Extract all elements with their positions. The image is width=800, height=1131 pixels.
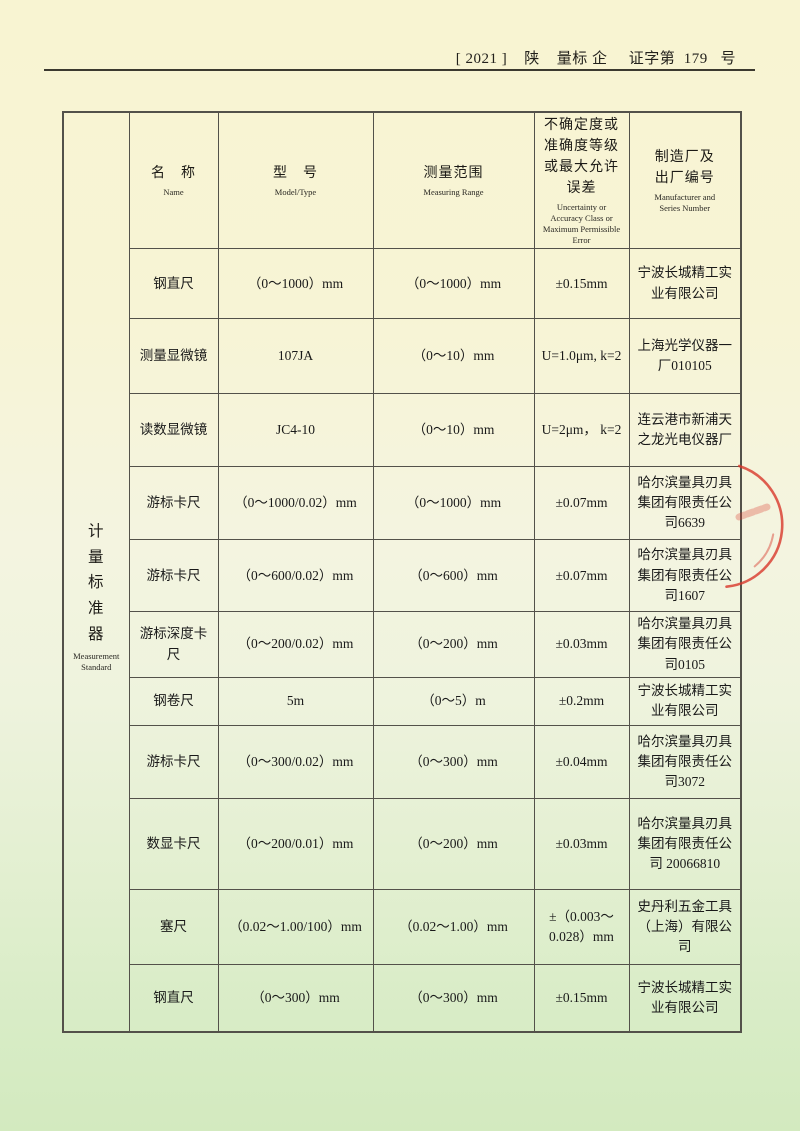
- model-cell: （0.02～1.00/100）mm: [217, 888, 374, 965]
- table-row: 钢卷尺 5m （0～5）m ±0.2mm 宁波长城精工实业有限公司: [63, 676, 742, 726]
- model-cell: （0～200/0.02）mm: [217, 611, 374, 678]
- uncertainty-cell: ±0.07mm: [533, 466, 630, 541]
- name-cell: 游标卡尺: [128, 466, 219, 541]
- table-row: 游标深度卡尺 （0～200/0.02）mm （0～200）mm ±0.03mm …: [63, 611, 742, 678]
- row-header-zh: 计量标准器: [87, 523, 105, 643]
- model-cell: （0～1000）mm: [217, 248, 374, 320]
- range-cell: （0～10）mm: [372, 393, 535, 468]
- uncertainty-cell: U=2μm， k=2: [533, 393, 630, 468]
- range-cell: （0～200）mm: [372, 797, 535, 890]
- table-row: 游标卡尺 （0～600/0.02）mm （0～600）mm ±0.07mm 哈尔…: [63, 539, 742, 613]
- table-row: 游标卡尺 （0～1000/0.02）mm （0～1000）mm ±0.07mm …: [63, 466, 742, 541]
- row-header-measurement-standard: 计量标准器 Measurement Standard: [62, 111, 130, 1033]
- manufacturer-cell: 上海光学仪器一厂010105: [628, 318, 742, 395]
- uncertainty-cell: ±0.04mm: [533, 724, 630, 799]
- table-row: 游标卡尺 （0～300/0.02）mm （0～300）mm ±0.04mm 哈尔…: [63, 724, 742, 799]
- uncertainty-cell: ±0.03mm: [533, 611, 630, 678]
- range-cell: （0～5）m: [372, 676, 535, 726]
- model-cell: （0～600/0.02）mm: [217, 539, 374, 613]
- column-header-name-en: Name: [163, 187, 184, 198]
- table-row: 数显卡尺 （0～200/0.01）mm （0～200）mm ±0.03mm 哈尔…: [63, 797, 742, 890]
- manufacturer-cell: 哈尔滨量具刃具集团有限责任公司6639: [628, 466, 742, 541]
- range-cell: （0～600）mm: [372, 539, 535, 613]
- column-header-model-zh: 型 号: [273, 166, 318, 182]
- range-cell: （0～300）mm: [372, 724, 535, 799]
- row-header-en: Measurement Standard: [73, 651, 120, 673]
- manufacturer-cell: 史丹利五金工具（上海）有限公司: [628, 888, 742, 965]
- column-header-range-zh: 测量范围: [423, 166, 484, 182]
- name-cell: 游标卡尺: [128, 539, 219, 613]
- manufacturer-cell: 连云港市新浦天之龙光电仪器厂: [628, 393, 742, 468]
- name-cell: 数显卡尺: [128, 797, 219, 890]
- column-header-uncertainty-zh: 不确定度或 准确度等级 或最大允许 误差: [544, 118, 619, 196]
- column-header-range-en: Measuring Range: [423, 187, 484, 198]
- model-cell: 107JA: [217, 318, 374, 395]
- uncertainty-cell: ±0.03mm: [533, 797, 630, 890]
- table-row: 测量显微镜 107JA （0～10）mm U=1.0μm, k=2 上海光学仪器…: [63, 318, 742, 395]
- name-cell: 读数显微镜: [128, 393, 219, 468]
- measurement-standards-table: 计量标准器 Measurement Standard 名 称 Name 型 号 …: [62, 111, 742, 1034]
- column-header-model-en: Model/Type: [274, 187, 317, 198]
- uncertainty-cell: ±（0.003～0.028）mm: [533, 888, 630, 965]
- model-cell: （0～300/0.02）mm: [217, 724, 374, 799]
- header-rule: [44, 69, 755, 71]
- model-cell: JC4-10: [217, 393, 374, 468]
- certificate-number: [ 2021 ] 陕 量标 企 证字第 179 号: [455, 51, 736, 67]
- uncertainty-cell: ±0.2mm: [533, 676, 630, 726]
- manufacturer-cell: 哈尔滨量具刃具集团有限责任公司 20066810: [628, 797, 742, 890]
- uncertainty-cell: ±0.15mm: [533, 963, 630, 1033]
- manufacturer-cell: 宁波长城精工实业有限公司: [628, 963, 742, 1033]
- column-header-manufacturer: 制造厂及 出厂编号 Manufacturer and Series Number: [628, 111, 742, 250]
- column-header-range: 测量范围 Measuring Range: [372, 111, 535, 250]
- column-header-name-zh: 名 称: [151, 166, 196, 182]
- uncertainty-cell: U=1.0μm, k=2: [533, 318, 630, 395]
- column-header-uncertainty: 不确定度或 准确度等级 或最大允许 误差 Uncertainty or Accu…: [533, 111, 630, 250]
- name-cell: 钢卷尺: [128, 676, 219, 726]
- model-cell: （0～200/0.01）mm: [217, 797, 374, 890]
- range-cell: （0～1000）mm: [372, 466, 535, 541]
- name-cell: 测量显微镜: [128, 318, 219, 395]
- range-cell: （0～300）mm: [372, 963, 535, 1033]
- table-row: 钢直尺 （0～300）mm （0～300）mm ±0.15mm 宁波长城精工实业…: [63, 963, 742, 1033]
- name-cell: 钢直尺: [128, 963, 219, 1033]
- column-header-model: 型 号 Model/Type: [217, 111, 374, 250]
- manufacturer-cell: 哈尔滨量具刃具集团有限责任公司0105: [628, 611, 742, 678]
- range-cell: （0～200）mm: [372, 611, 535, 678]
- column-header-manufacturer-zh: 制造厂及 出厂编号: [654, 150, 715, 187]
- uncertainty-cell: ±0.07mm: [533, 539, 630, 613]
- uncertainty-cell: ±0.15mm: [533, 248, 630, 320]
- range-cell: （0～10）mm: [372, 318, 535, 395]
- table-row: 读数显微镜 JC4-10 （0～10）mm U=2μm， k=2 连云港市新浦天…: [63, 393, 742, 468]
- manufacturer-cell: 宁波长城精工实业有限公司: [628, 676, 742, 726]
- range-cell: （0.02～1.00）mm: [372, 888, 535, 965]
- column-header-manufacturer-en: Manufacturer and Series Number: [654, 192, 716, 214]
- manufacturer-cell: 哈尔滨量具刃具集团有限责任公司1607: [628, 539, 742, 613]
- manufacturer-cell: 宁波长城精工实业有限公司: [628, 248, 742, 320]
- model-cell: （0～300）mm: [217, 963, 374, 1033]
- name-cell: 钢直尺: [128, 248, 219, 320]
- name-cell: 游标卡尺: [128, 724, 219, 799]
- name-cell: 塞尺: [128, 888, 219, 965]
- table-header-row: 计量标准器 Measurement Standard 名 称 Name 型 号 …: [62, 111, 742, 1033]
- name-cell: 游标深度卡尺: [128, 611, 219, 678]
- column-header-uncertainty-en: Uncertainty or Accuracy Class or Maximum…: [542, 202, 621, 246]
- column-header-name: 名 称 Name: [128, 111, 219, 250]
- table-row: 塞尺 （0.02～1.00/100）mm （0.02～1.00）mm ±（0.0…: [63, 888, 742, 965]
- range-cell: （0～1000）mm: [372, 248, 535, 320]
- manufacturer-cell: 哈尔滨量具刃具集团有限责任公司3072: [628, 724, 742, 799]
- table-row: 钢直尺 （0～1000）mm （0～1000）mm ±0.15mm 宁波长城精工…: [63, 248, 742, 320]
- model-cell: 5m: [217, 676, 374, 726]
- model-cell: （0～1000/0.02）mm: [217, 466, 374, 541]
